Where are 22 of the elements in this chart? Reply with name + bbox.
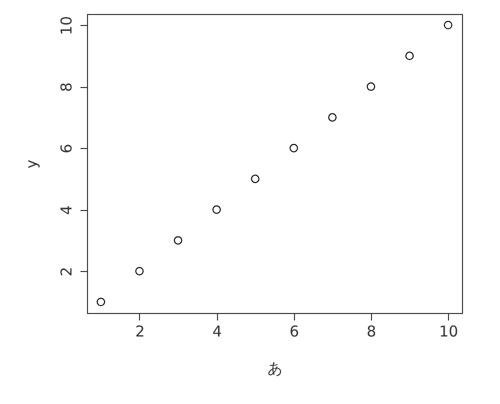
y-tick-label: 10	[58, 16, 76, 36]
point	[212, 205, 221, 214]
y-axis-title: y	[22, 159, 40, 168]
point	[251, 174, 260, 184]
point	[135, 266, 144, 276]
y-tick-label: 2	[58, 266, 76, 276]
point	[290, 144, 298, 152]
point	[366, 82, 376, 91]
x-tick-label: 6	[290, 322, 300, 340]
x-tick-label: 4	[212, 322, 222, 340]
y-tick-label: 6	[58, 144, 76, 154]
point	[444, 20, 452, 30]
point	[96, 298, 106, 306]
y-tick-label: 4	[58, 205, 76, 215]
point	[405, 52, 414, 60]
y-tick-label: 8	[58, 82, 76, 92]
x-tick-label: 8	[366, 322, 376, 340]
point	[174, 236, 182, 245]
x-axis-title: あ	[268, 360, 282, 378]
x-tick-label: 10	[439, 322, 458, 340]
point	[328, 113, 337, 122]
x-tick-label: 2	[135, 322, 145, 340]
